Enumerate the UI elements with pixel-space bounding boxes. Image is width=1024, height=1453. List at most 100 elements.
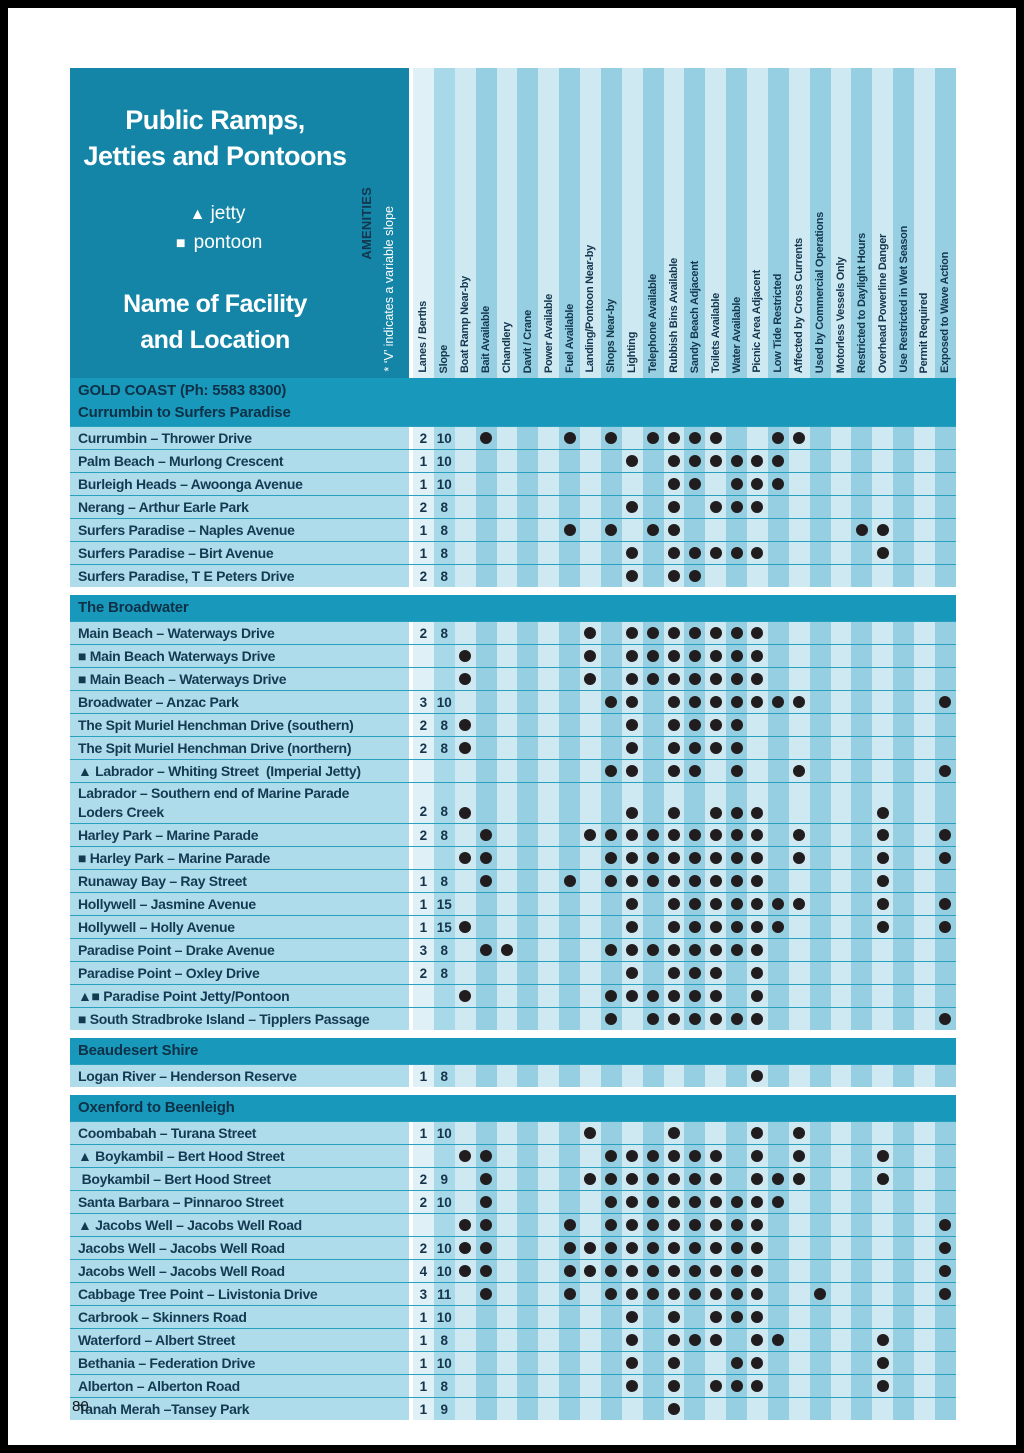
column-header-label: Affected by Cross Currents xyxy=(793,237,806,373)
amenity-cell xyxy=(809,783,831,823)
amenity-dot xyxy=(563,1242,576,1254)
amenity-cell xyxy=(788,691,810,713)
amenity-cell xyxy=(621,1375,643,1397)
amenity-cell xyxy=(767,939,789,961)
amenity-dot xyxy=(667,1219,680,1231)
amenity-cell xyxy=(454,691,476,713)
amenity-dot xyxy=(605,765,618,777)
amenity-cell xyxy=(893,450,914,472)
amenity-cell xyxy=(934,1375,956,1397)
amenity-cell xyxy=(830,737,852,759)
amenity-cell xyxy=(663,1008,685,1030)
lanes-cell-value: 1 xyxy=(419,1125,428,1141)
amenity-dot xyxy=(688,627,701,639)
amenity-cell xyxy=(663,939,685,961)
lanes-cell: 2 xyxy=(413,565,434,587)
amenity-dot xyxy=(730,898,743,910)
amenity-cell xyxy=(600,1168,622,1190)
column-header-label: Telephone Available xyxy=(647,273,660,373)
amenity-cell xyxy=(934,1352,956,1374)
amenity-dot xyxy=(647,524,660,536)
amenity-cell xyxy=(788,1283,810,1305)
amenity-cell xyxy=(559,622,580,644)
amenity-dot xyxy=(751,455,764,467)
slope-cell xyxy=(433,985,455,1007)
legend-jetty-label: jetty xyxy=(210,203,246,224)
amenity-cell xyxy=(454,714,476,736)
amenity-cell xyxy=(621,565,643,587)
amenity-cell xyxy=(893,542,914,564)
amenity-cell xyxy=(642,473,664,495)
amenity-cell xyxy=(517,496,539,518)
amenity-dot xyxy=(605,1219,618,1231)
amenity-cell xyxy=(580,1329,601,1351)
amenity-dot xyxy=(793,432,806,444)
amenity-cell xyxy=(788,1398,810,1420)
slope-cell-value: 10 xyxy=(436,430,452,446)
amenity-cell xyxy=(496,1168,518,1190)
amenity-dot xyxy=(605,990,618,1002)
amenity-cell xyxy=(621,1168,643,1190)
amenity-cell xyxy=(788,737,810,759)
amenity-cell xyxy=(934,1283,956,1305)
amenity-dot xyxy=(751,990,764,1002)
amenity-cell xyxy=(851,939,873,961)
amenity-cell xyxy=(851,450,873,472)
amenity-cell xyxy=(934,1008,956,1030)
amenity-dot xyxy=(647,990,660,1002)
amenity-cell xyxy=(851,870,873,892)
amenity-dot xyxy=(855,524,868,536)
amenity-dot xyxy=(688,1196,701,1208)
amenity-dot xyxy=(667,1311,680,1323)
amenity-dot xyxy=(709,1334,722,1346)
amenity-cell xyxy=(496,847,518,869)
lanes-cell: 1 xyxy=(413,1375,434,1397)
amenity-cell xyxy=(600,691,622,713)
amenity-cell xyxy=(663,1214,685,1236)
amenity-cell xyxy=(580,668,601,690)
table-row: Paradise Point – Oxley Drive 2 8 xyxy=(70,961,956,984)
table-row: Jacobs Well – Jacobs Well Road 4 10 xyxy=(70,1259,956,1282)
amenity-cell xyxy=(454,737,476,759)
amenity-cell xyxy=(559,565,580,587)
amenity-dot xyxy=(751,673,764,685)
amenity-cell xyxy=(851,916,873,938)
amenity-dot xyxy=(751,829,764,841)
amenity-cell xyxy=(747,1375,768,1397)
amenity-cell xyxy=(747,737,768,759)
amenity-dot xyxy=(667,650,680,662)
amenity-cell xyxy=(726,1329,747,1351)
amenity-cell xyxy=(893,496,914,518)
column-header: Toilets Available xyxy=(705,68,727,378)
amenity-cell xyxy=(809,1065,831,1087)
amenity-dot xyxy=(730,1380,743,1392)
amenity-cell xyxy=(851,473,873,495)
subtitle-line1: Name of Facility xyxy=(123,290,307,318)
amenity-cell xyxy=(705,939,727,961)
amenity-dot xyxy=(688,432,701,444)
jetty-triangle-icon: ▲ xyxy=(189,206,206,223)
amenity-cell xyxy=(642,916,664,938)
amenity-cell xyxy=(767,962,789,984)
amenity-dot xyxy=(626,1288,639,1300)
amenity-cell xyxy=(600,1352,622,1374)
slope-cell: 8 xyxy=(433,1065,455,1087)
amenity-cell xyxy=(454,565,476,587)
amenity-cell xyxy=(663,1237,685,1259)
amenity-cell xyxy=(726,1168,747,1190)
lanes-cell-value: 2 xyxy=(419,717,428,733)
amenity-cell xyxy=(642,939,664,961)
amenity-dot xyxy=(793,696,806,708)
amenity-cell xyxy=(559,783,580,823)
amenity-cell xyxy=(893,1168,914,1190)
amenity-cell xyxy=(600,450,622,472)
amenity-cell xyxy=(663,622,685,644)
slope-cell xyxy=(433,645,455,667)
lanes-cell: 2 xyxy=(413,496,434,518)
amenity-cell xyxy=(705,1398,727,1420)
amenity-cell xyxy=(454,1008,476,1030)
amenity-cell xyxy=(893,737,914,759)
amenity-cell xyxy=(580,893,601,915)
amenity-cell xyxy=(851,1306,873,1328)
amenity-dot xyxy=(751,1311,764,1323)
